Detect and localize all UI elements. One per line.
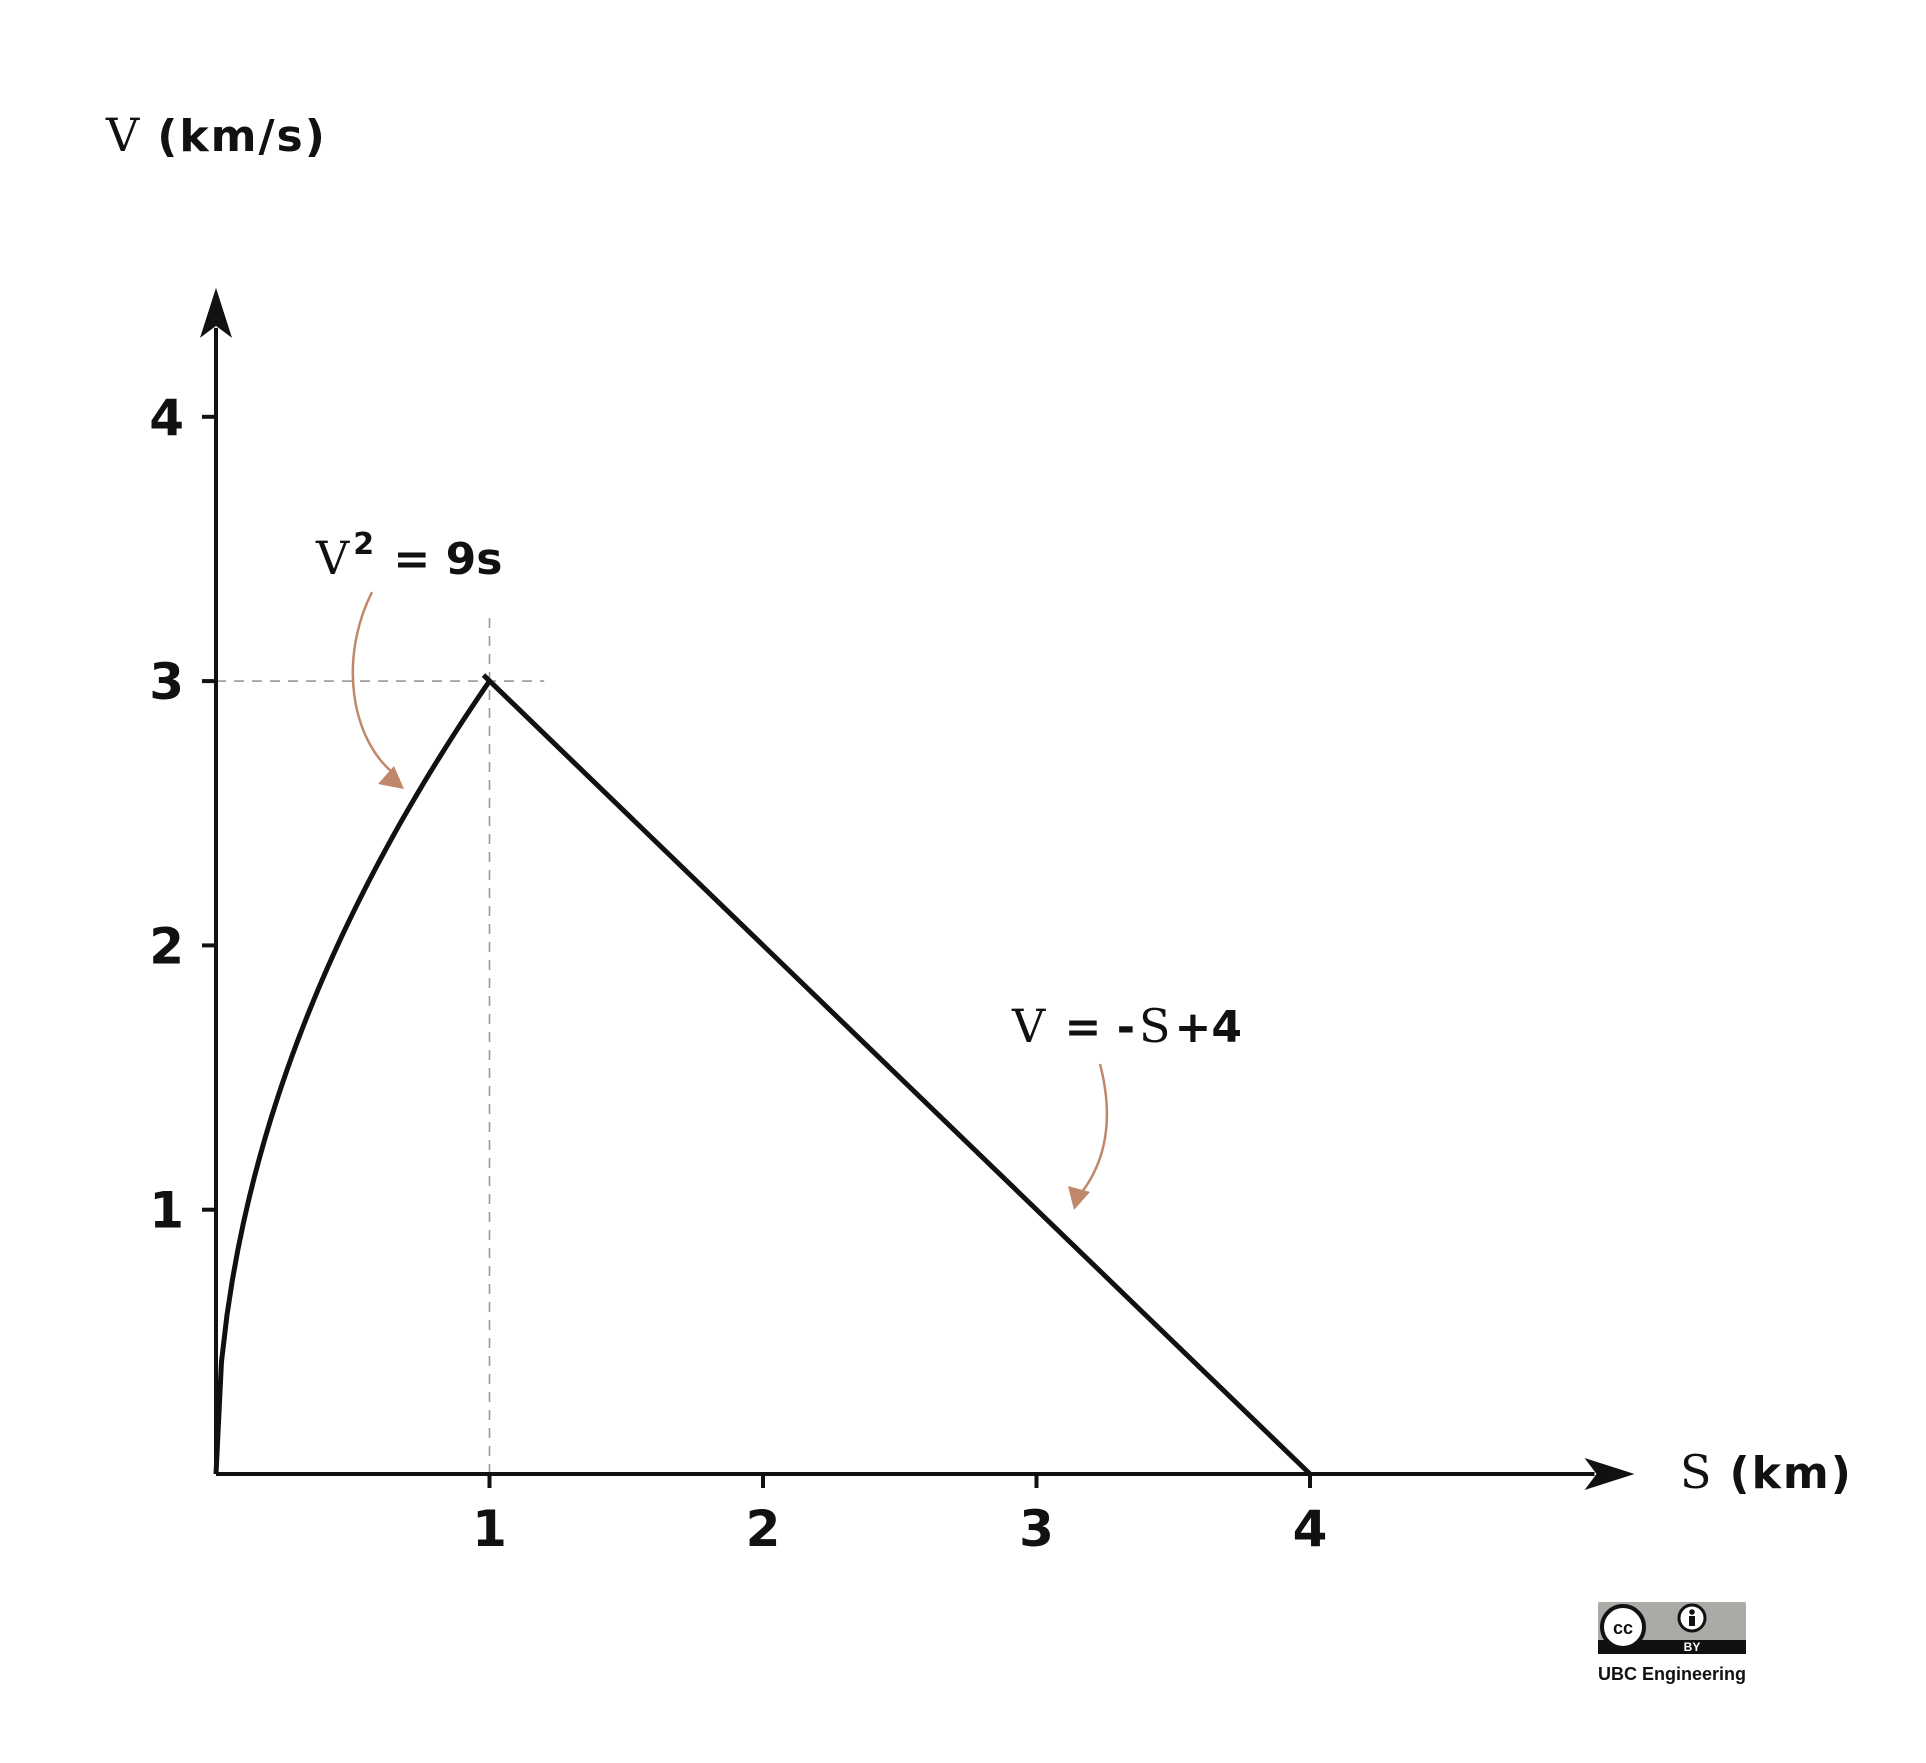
x-tick-label-4: 4 xyxy=(1293,1500,1328,1558)
annotation-curve-superscript: 2 xyxy=(353,527,374,562)
credit-text: UBC Engineering xyxy=(1598,1664,1746,1684)
y-axis-unit: (km/s) xyxy=(157,111,327,162)
annotation-arrowhead-curve xyxy=(378,766,404,789)
series-line-v-minus-s-plus-4 xyxy=(481,673,1312,1476)
attribution-person-head xyxy=(1689,1609,1695,1615)
annotation-line-mid: = - xyxy=(1049,1002,1135,1053)
attribution-person-body xyxy=(1689,1616,1695,1626)
axis-ticks: 1 2 3 4 1 2 3 4 xyxy=(149,389,1327,1558)
license-badge: cc BY xyxy=(1598,1602,1746,1654)
y-axis-label: V (km/s) xyxy=(105,108,327,162)
annotation-label-line: V = - S +4 xyxy=(1011,999,1242,1053)
cc-icon-text: cc xyxy=(1613,1618,1633,1638)
y-axis-variable: V xyxy=(105,108,140,162)
x-axis-variable: S xyxy=(1680,1445,1712,1499)
y-tick-label-4: 4 xyxy=(149,389,184,447)
license-by-text: BY xyxy=(1684,1640,1701,1654)
annotation-line-var: V xyxy=(1011,999,1046,1053)
y-tick-label-1: 1 xyxy=(149,1182,184,1240)
annotation-curve-var: V xyxy=(315,531,350,585)
annotation-line-var2: S xyxy=(1139,999,1171,1053)
y-tick-label-3: 3 xyxy=(149,653,184,711)
cc-icon xyxy=(1600,1604,1646,1650)
x-tick-label-3: 3 xyxy=(1019,1500,1054,1558)
y-tick-label-2: 2 xyxy=(149,917,184,975)
x-axis-label: S (km) xyxy=(1680,1445,1853,1499)
annotation-arrow-curve xyxy=(351,591,393,773)
series-curve-v2-9s xyxy=(213,679,492,1475)
annotation-label-curve: V 2 = 9s xyxy=(315,527,502,585)
annotation-arrow-line xyxy=(1080,1063,1109,1193)
x-axis-unit: (km) xyxy=(1730,1448,1853,1499)
x-axis-arrowhead xyxy=(1584,1458,1635,1490)
x-tick-label-2: 2 xyxy=(746,1500,781,1558)
x-tick-label-1: 1 xyxy=(472,1500,507,1558)
annotation-arrowhead-line xyxy=(1068,1186,1090,1210)
annotation-curve-rest: = 9s xyxy=(378,534,502,585)
y-axis-arrowhead xyxy=(200,287,232,338)
annotation-line-rest: +4 xyxy=(1175,1002,1242,1053)
